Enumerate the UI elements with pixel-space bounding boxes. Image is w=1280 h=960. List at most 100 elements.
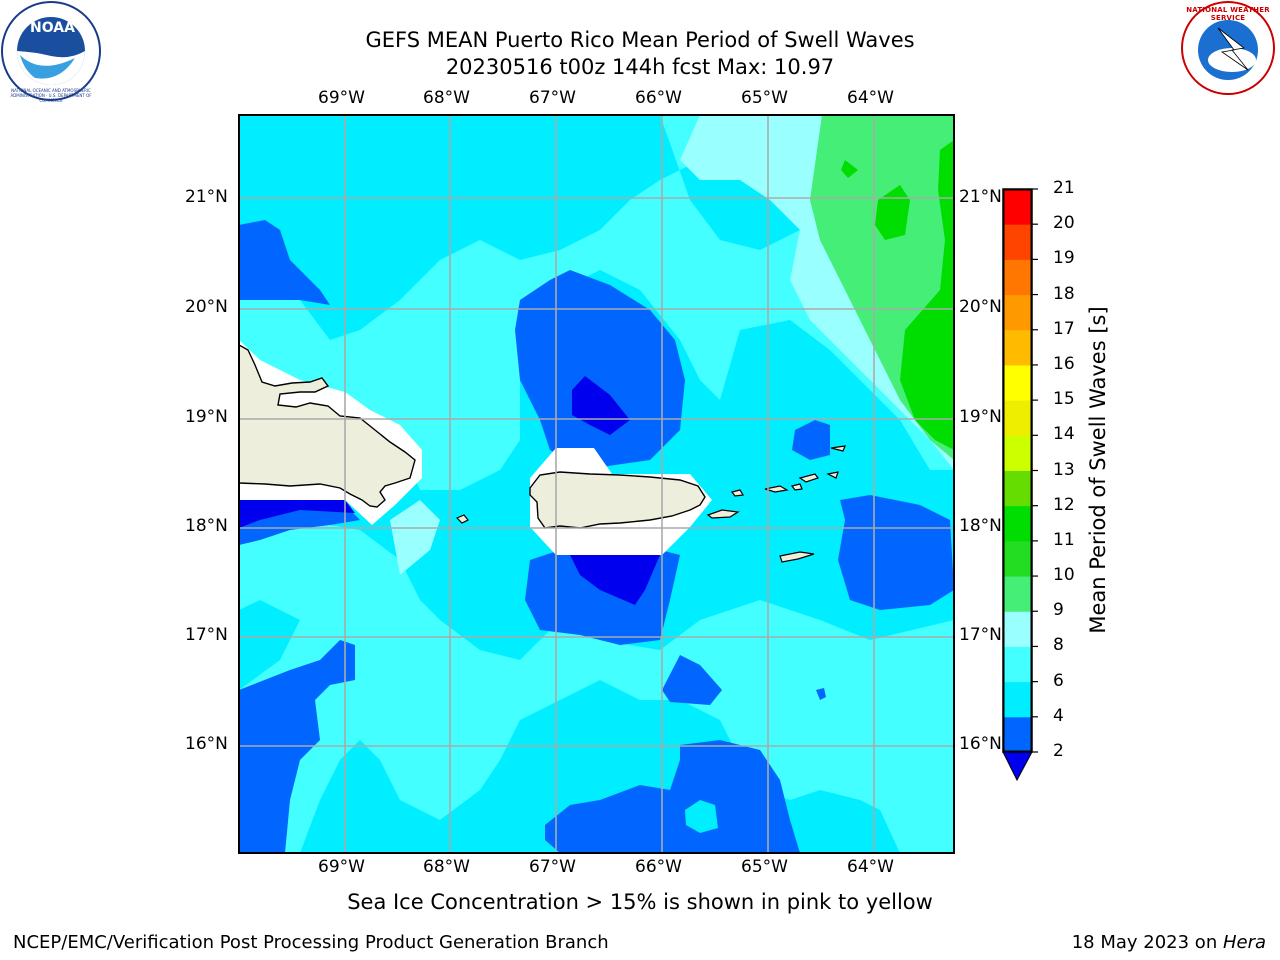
lat-label-left-18n: 18°N bbox=[185, 516, 228, 536]
lat-label-right-19n: 19°N bbox=[959, 407, 1002, 427]
lon-label-top-67w: 67°W bbox=[529, 88, 576, 108]
colorbar-overlay-segment-13-14 bbox=[1003, 435, 1032, 471]
lon-label-bottom-64w: 64°W bbox=[847, 857, 894, 877]
contour-10-11s bbox=[900, 140, 954, 450]
chart-title-line-2: 20230516 t00z 144h fcst Max: 10.97 bbox=[445, 55, 835, 79]
contour-2-4s-center bbox=[515, 270, 685, 470]
colorbar-overlay-segment-19-20 bbox=[1003, 224, 1032, 260]
lon-label-bottom-68w: 68°W bbox=[423, 857, 470, 877]
colorbar-overlay-segment-20-21 bbox=[1003, 189, 1032, 225]
lat-label-right-16n: 16°N bbox=[959, 734, 1002, 754]
contour-2-4s-small bbox=[816, 688, 826, 700]
lat-label-right-18n: 18°N bbox=[959, 516, 1002, 536]
map-gridlines bbox=[239, 115, 954, 853]
lat-label-right-17n: 17°N bbox=[959, 625, 1002, 645]
colorbar-tick-label: 18 bbox=[1053, 283, 1075, 304]
colorbar-overlay-segment-11-12 bbox=[1003, 505, 1032, 542]
sea-ice-note: Sea Ice Concentration > 15% is shown in … bbox=[347, 890, 933, 914]
colorbar-overlay-segment-9-10 bbox=[1003, 576, 1032, 612]
colorbar-overlay-segment-10-11 bbox=[1003, 540, 1032, 577]
contour-8-9s-spot bbox=[390, 500, 440, 575]
colorbar-overlay-segment-18-19 bbox=[1003, 259, 1032, 296]
contour-6-8s-south bbox=[239, 520, 954, 853]
island-culebra bbox=[730, 489, 744, 497]
noaa-ring-text: NATIONAL OCEANIC AND ATMOSPHERIC ADMINIS… bbox=[10, 88, 92, 103]
colorbar-overlay-segment-12-13 bbox=[1003, 470, 1032, 507]
lon-label-top-64w: 64°W bbox=[847, 88, 894, 108]
colorbar-overlay-segment-8-9 bbox=[1003, 611, 1032, 647]
colorbar-tick-label: 13 bbox=[1053, 459, 1075, 480]
colorbar-tick-label: 15 bbox=[1053, 389, 1075, 410]
lon-label-top-65w: 65°W bbox=[741, 88, 788, 108]
hispaniola-land bbox=[239, 344, 416, 508]
lat-label-left-20n: 20°N bbox=[185, 297, 228, 317]
lon-label-bottom-67w: 67°W bbox=[529, 857, 576, 877]
lon-label-bottom-66w: 66°W bbox=[635, 857, 682, 877]
contour-10-11s-spot2 bbox=[841, 160, 858, 178]
contour-6-8s-north bbox=[239, 115, 954, 490]
lon-label-top-69w: 69°W bbox=[318, 88, 365, 108]
colorbar-tick-label: 16 bbox=[1053, 353, 1075, 374]
island-mona bbox=[455, 514, 469, 524]
colorbar-tick-label: 20 bbox=[1053, 213, 1075, 234]
contour-2-4s-northwest bbox=[239, 220, 330, 305]
colorbar-tick-label: 11 bbox=[1053, 529, 1075, 550]
colorbar-tick-label: 4 bbox=[1053, 705, 1064, 726]
colorbar-overlay-segment-14-15 bbox=[1003, 400, 1032, 436]
lon-label-bottom-65w: 65°W bbox=[741, 857, 788, 877]
colorbar-overlay-segment-15-16 bbox=[1003, 364, 1032, 401]
island-sombrero bbox=[830, 445, 846, 452]
colorbar-overlay-segment-16-17 bbox=[1003, 329, 1032, 366]
noaa-logo-text: NOAA bbox=[30, 20, 75, 36]
footer-branch: NCEP/EMC/Verification Post Processing Pr… bbox=[13, 932, 609, 953]
noaa-logo bbox=[1, 1, 101, 101]
swell-period-field bbox=[239, 115, 954, 853]
map-frame bbox=[238, 114, 955, 854]
colorbar-tick-label: 10 bbox=[1053, 565, 1075, 586]
colorbar-tick-label: 12 bbox=[1053, 494, 1075, 515]
lat-label-left-19n: 19°N bbox=[185, 407, 228, 427]
lat-label-left-16n: 16°N bbox=[185, 734, 228, 754]
contour-2-4s-south bbox=[545, 740, 800, 853]
island-st-thomas bbox=[764, 485, 789, 493]
colorbar-tick-label: 19 bbox=[1053, 248, 1075, 269]
lon-label-top-68w: 68°W bbox=[423, 88, 470, 108]
colorbar-overlay-segment-4-6 bbox=[1003, 681, 1032, 718]
colorbar-overlay-frame bbox=[1003, 189, 1032, 752]
lat-label-right-20n: 20°N bbox=[959, 297, 1002, 317]
contour-below-2s-south bbox=[570, 555, 660, 605]
colorbar-tick-label: 17 bbox=[1053, 318, 1075, 339]
contour-8-9s-east bbox=[680, 115, 954, 470]
contour-below-2s-north bbox=[572, 376, 630, 435]
chart-title-line-1: GEFS MEAN Puerto Rico Mean Period of Swe… bbox=[365, 28, 915, 52]
colorbar-tick-label: 14 bbox=[1053, 424, 1075, 445]
lon-label-bottom-69w: 69°W bbox=[318, 857, 365, 877]
contour-4-6s-hole-south bbox=[685, 800, 718, 833]
footer-date-text: 18 May 2023 on bbox=[1071, 932, 1223, 953]
colorbar-overlay bbox=[1003, 189, 1032, 752]
contour-2-4s-tiny bbox=[262, 250, 269, 259]
colorbar-tick-label: 21 bbox=[1053, 178, 1075, 198]
contour-2-4s-south-center bbox=[662, 655, 722, 705]
island-vieques bbox=[706, 509, 740, 519]
footer-date: 18 May 2023 on Hera bbox=[1072, 932, 1266, 953]
contour-below-2s-west bbox=[239, 500, 355, 528]
colorbar-overlay-segment-2-4 bbox=[1003, 716, 1032, 752]
island-anegada bbox=[826, 471, 839, 479]
colorbar-tick-label: 2 bbox=[1053, 741, 1064, 761]
colorbar-tick-label: 9 bbox=[1053, 600, 1064, 621]
lat-label-left-17n: 17°N bbox=[185, 625, 228, 645]
footer-host: Hera bbox=[1222, 932, 1266, 953]
nws-logo bbox=[1181, 1, 1275, 95]
colorbar-overlay-segment-17-18 bbox=[1003, 294, 1032, 331]
contour-2-4s-vi bbox=[792, 420, 830, 460]
colorbar-under-triangle bbox=[1002, 751, 1033, 782]
lon-label-top-66w: 66°W bbox=[635, 88, 682, 108]
lat-label-right-21n: 21°N bbox=[959, 187, 1002, 207]
island-tortola bbox=[798, 473, 819, 483]
colorbar-overlay-segment-6-8 bbox=[1003, 646, 1032, 683]
nws-logo-text: NATIONAL WEATHER SERVICE bbox=[1186, 6, 1270, 22]
island-st-croix bbox=[779, 551, 815, 563]
contour-2-4s-east bbox=[838, 495, 954, 610]
